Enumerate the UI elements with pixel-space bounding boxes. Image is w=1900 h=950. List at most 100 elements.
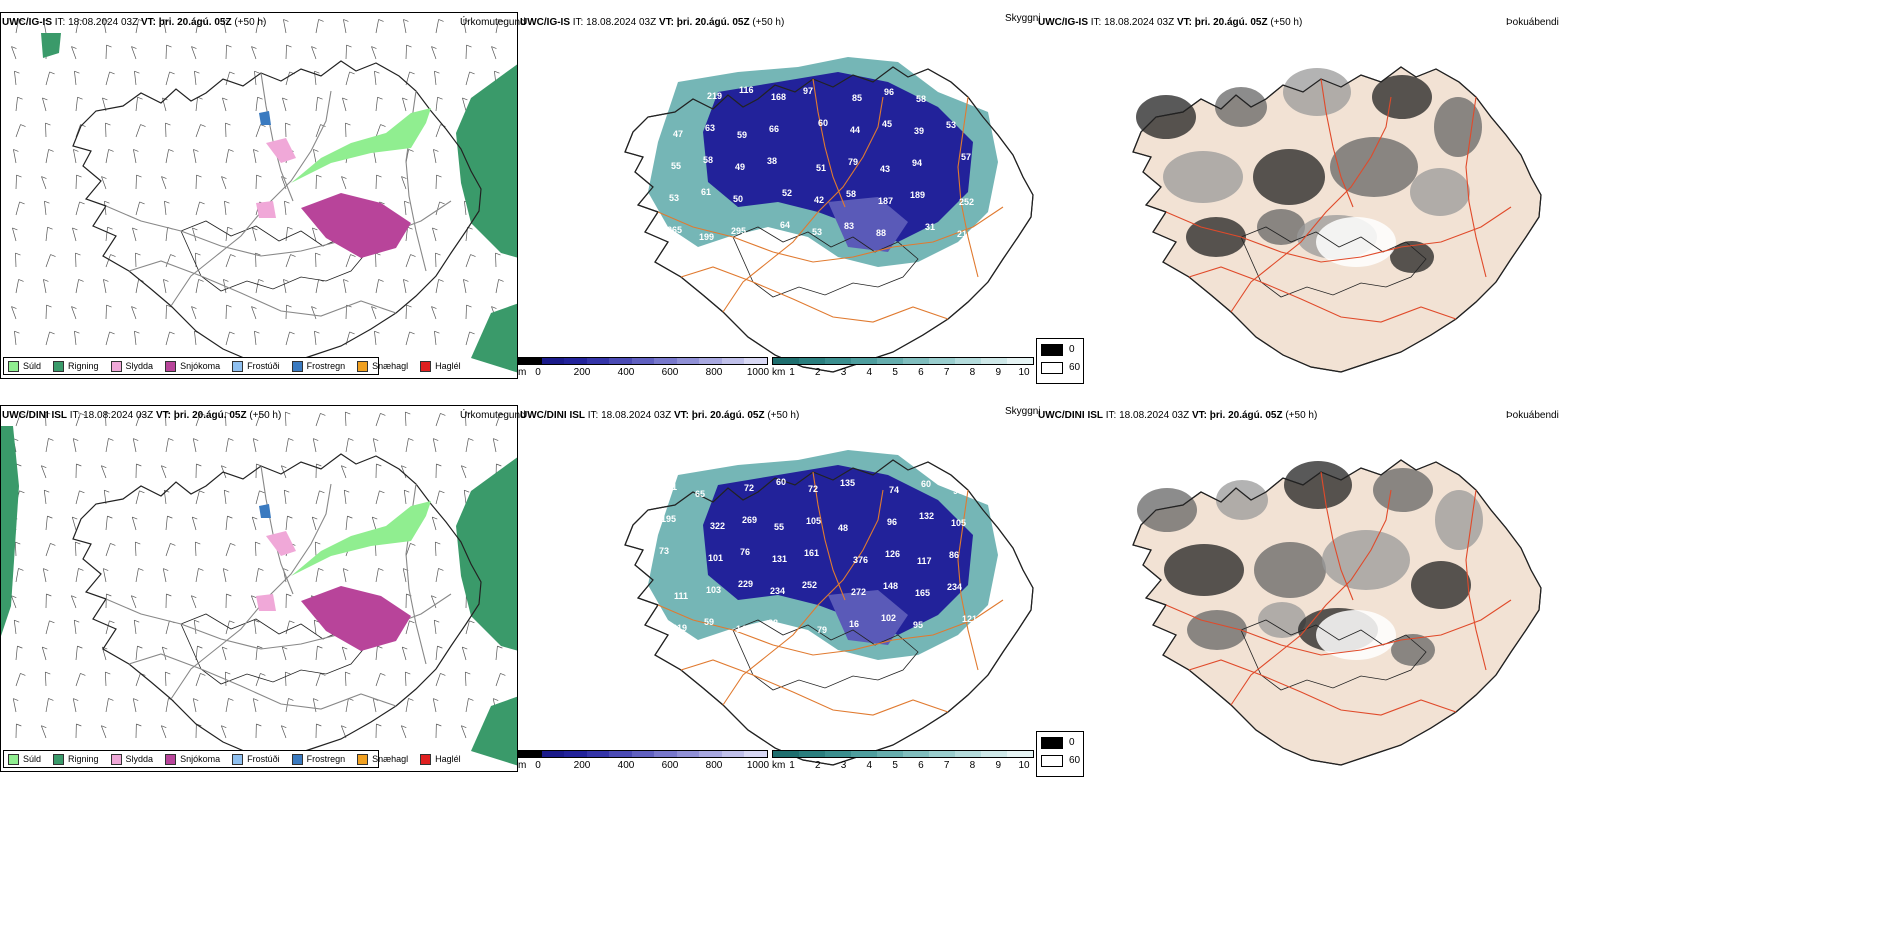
wind-barb [372,698,377,713]
wind-barb-flag [134,330,140,334]
wind-barb-flag [409,71,415,75]
wind-barb-flag [491,306,497,309]
wind-barb-flag [317,645,323,649]
wind-barb [192,698,197,713]
wind-barb [15,97,18,112]
road-line [1465,96,1487,278]
colorbar-cell [851,358,877,364]
wind-barb-flag [406,304,412,308]
wind-barb-flag [191,46,197,49]
wind-barb-flag [402,646,408,650]
colorbar-cell [851,751,877,757]
wind-barb-flag [221,725,227,728]
cloudbase-value: 72 [808,484,818,494]
wind-barb-flag [283,19,289,22]
wind-barb [465,305,467,320]
wind-barb [372,438,377,453]
wind-barb-flag [13,698,19,701]
cloudbase-value: 229 [738,579,753,589]
wind-barb-flag [440,673,446,676]
wind-barb-flag [407,226,413,230]
wind-barb [194,331,197,346]
wind-barb-flag [253,438,259,441]
cloudbase-value: 319 [672,623,687,633]
init-label: IT: [1090,17,1102,28]
fog-blob [1136,95,1196,139]
wind-barb-flag [251,306,257,309]
wind-barb [255,279,259,294]
cloudbase-value: 189 [910,190,925,200]
wind-barb [75,124,81,138]
wind-barb-flag [313,438,319,441]
cloudbase-value: 105 [806,516,821,526]
iceland-map [624,459,1034,766]
wind-barb [345,305,347,320]
wind-barb [433,149,437,164]
colorbar-cell [903,751,929,757]
wind-barb-flag [79,490,85,494]
wind-barb [465,71,470,86]
lead-time: (+50 h) [1270,17,1303,28]
wind-barb-flag [105,411,111,415]
colorbar-tick: 5 [892,367,898,378]
wind-barb-flag [437,645,443,649]
wind-barb [164,201,167,216]
wind-barb-flag [133,149,139,152]
colorbar-cell [586,751,610,757]
wind-barb-flag [251,595,257,598]
wind-barb-flag [259,490,265,494]
wind-barb [163,279,167,294]
cloudbase-value: 97 [803,86,813,96]
valid-label: VT: [140,17,156,28]
fog-blob [1163,151,1243,203]
wind-barb-flag [260,673,266,676]
wind-barb [45,698,49,713]
wind-barb [134,331,137,346]
wind-barb-flag [101,725,107,728]
wind-barb-flag [466,304,472,308]
wind-barb-flag [282,646,288,650]
wind-barb [405,45,407,60]
wind-barb [163,19,167,34]
colorbar-tick: 9 [995,760,1001,771]
wind-barb-flag [161,725,167,728]
wind-barb-flag [140,413,146,416]
cloudbase-value: 88 [768,618,778,628]
wind-barb [405,620,410,635]
field-name-fog-bottom: Þokuábendi [1506,410,1559,421]
wind-barb [162,97,167,112]
wind-barb-flag [437,96,443,100]
wind-barb-flag [71,595,77,598]
rain-area [456,457,517,651]
colorbar-tick: 0 [535,760,541,771]
wind-barb [70,595,77,609]
wind-barb-flag [198,19,204,22]
wind-barb [252,438,257,453]
wind-barb-flag [314,70,320,74]
coastline [1132,66,1542,373]
wind-barb [315,19,319,34]
wind-barb-flag [71,306,77,309]
wind-barb-flag [134,70,140,74]
wind-barb [375,253,377,268]
wind-barb [221,176,227,190]
wind-barb-flag [18,19,24,22]
fog-blob [1253,149,1325,205]
wind-barb-flag [194,70,200,74]
wind-barb-flag [76,174,82,178]
wind-barb-flag [131,595,137,598]
wind-barb [100,725,107,739]
wind-barb [311,306,317,320]
wind-barb-flag [320,413,326,416]
precip-legend-swatch [53,360,65,372]
precip-type-panel-top: Súld Rigning Slydda Snjókoma Frostúði Frostre… [0,12,518,379]
colorbar-cell [631,751,655,757]
wind-barb [165,698,169,713]
wind-barb [315,175,317,190]
wind-barb-flag [103,279,109,282]
wind-barb [255,490,260,505]
wind-barb [14,71,17,86]
cloudbase-value: 57 [961,152,971,162]
colorbar-cell [744,751,768,757]
wind-barb-flag [17,96,23,100]
